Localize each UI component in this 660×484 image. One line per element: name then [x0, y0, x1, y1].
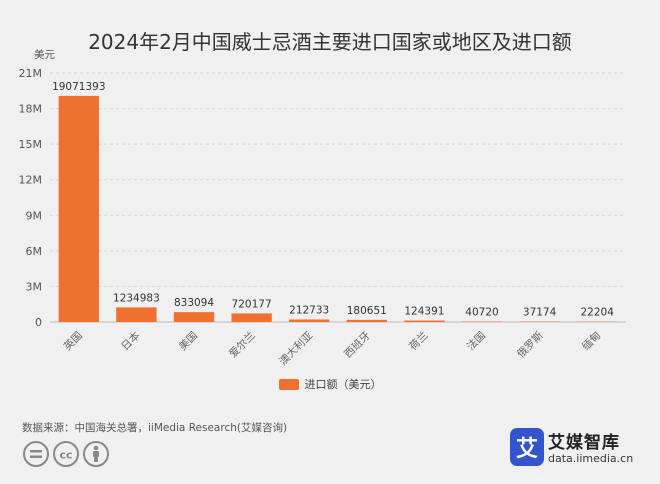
bar	[289, 319, 330, 322]
category-label: 澳大利亚	[276, 329, 315, 368]
y-tick-label: 9M	[26, 209, 43, 222]
data-label: 212733	[289, 304, 329, 316]
category-label: 爱尔兰	[226, 329, 257, 360]
category-label: 俄罗斯	[514, 329, 546, 361]
category-label: 法国	[464, 329, 488, 353]
category-label: 缅甸	[579, 329, 603, 353]
logo-url: data.iimedia.cn	[548, 452, 634, 465]
iimedia-logo: 艾	[510, 428, 544, 466]
y-tick-label: 21M	[19, 67, 43, 80]
data-label: 833094	[174, 297, 214, 309]
category-label: 美国	[176, 329, 200, 353]
y-tick-label: 3M	[26, 280, 43, 293]
data-label: 124391	[404, 306, 444, 318]
legend-label: 进口额（美元）	[304, 378, 382, 391]
person-icon	[83, 441, 109, 467]
chart-title: 2024年2月中国威士忌酒主要进口国家或地区及进口额	[88, 30, 572, 54]
bar	[404, 320, 445, 322]
category-label: 日本	[118, 329, 142, 353]
gridlines	[50, 72, 626, 323]
data-label: 19071393	[52, 81, 105, 93]
y-tick-label: 18M	[19, 103, 43, 116]
data-label: 22204	[580, 307, 614, 319]
category-label: 英国	[61, 329, 85, 353]
y-tick-label: 15M	[19, 138, 43, 151]
license-icons: cc	[23, 441, 109, 467]
data-label: 1234983	[113, 292, 160, 304]
y-tick-label: 12M	[19, 174, 43, 187]
data-labels: 19071393 1234983 833094 720177 212733 180651 1…	[52, 81, 614, 319]
data-label: 40720	[465, 307, 498, 319]
category-label: 荷兰	[406, 329, 430, 353]
logo-glyph: 艾	[516, 437, 538, 462]
legend: 进口额（美元）	[0, 376, 660, 392]
bar-chart: 0 3M 6M 9M 12M 15M 18M 21M 美元 19071393 1234983 83…	[19, 48, 626, 368]
logo-name: 艾媒智库	[548, 433, 620, 453]
bar	[231, 313, 272, 322]
y-tick-label: 6M	[26, 245, 43, 258]
svg-text:cc: cc	[59, 449, 72, 462]
data-label: 180651	[347, 305, 387, 317]
bar	[346, 319, 387, 322]
category-labels: 英国 日本 美国 爱尔兰 澳大利亚 西班牙 荷兰 法国 俄罗斯 缅甸	[61, 329, 603, 368]
bar	[173, 312, 215, 322]
legend-swatch	[278, 378, 299, 390]
bars	[58, 95, 618, 322]
data-label: 37174	[523, 307, 557, 319]
source-note: 数据来源：中国海关总署，iiMedia Research(艾媒咨询)	[22, 422, 288, 434]
bar	[58, 95, 99, 322]
y-tick-labels: 0 3M 6M 9M 12M 15M 18M 21M	[19, 67, 43, 329]
data-label: 720177	[232, 298, 272, 310]
cc-icon: cc	[53, 441, 79, 467]
bar	[116, 307, 157, 322]
logo-badge	[510, 428, 544, 466]
y-tick-label: 0	[35, 316, 42, 329]
category-label: 西班牙	[342, 330, 373, 361]
equals-icon	[23, 441, 49, 467]
y-axis-unit: 美元	[34, 48, 55, 61]
